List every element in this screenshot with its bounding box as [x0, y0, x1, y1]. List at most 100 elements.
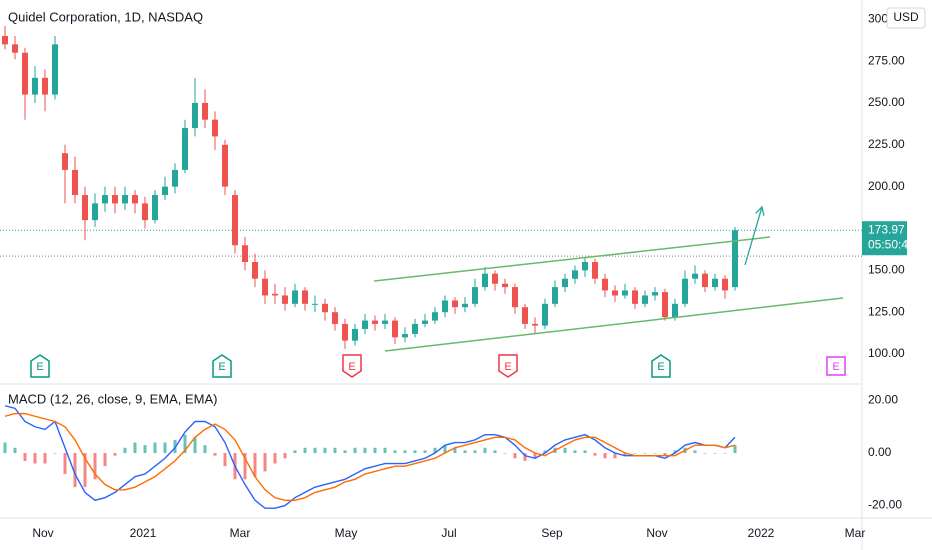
candle-body [502, 283, 508, 288]
candle-body [352, 328, 358, 341]
candle-body [482, 273, 488, 288]
earnings-label: E [504, 361, 511, 373]
chart-title: Quidel Corporation, 1D, NASDAQ [8, 9, 203, 24]
y-tick-label: 20.00 [868, 393, 898, 407]
histogram-bar [173, 439, 177, 454]
histogram-bar [713, 453, 717, 454]
histogram-bar [163, 442, 167, 454]
candle-body [92, 203, 98, 221]
candle-body [242, 245, 248, 262]
trend-line [384, 297, 844, 352]
histogram-bar [203, 445, 207, 454]
histogram-bar [183, 434, 187, 454]
candle-body [642, 295, 648, 304]
earnings-label: E [832, 361, 839, 373]
candle-body [82, 195, 88, 221]
candle-body [682, 278, 688, 304]
histogram-bar [333, 447, 337, 454]
histogram-bar [223, 453, 227, 467]
candle-body [112, 195, 118, 204]
histogram-bar [453, 447, 457, 454]
y-tick-label: 125.00 [868, 304, 905, 318]
candle-body [62, 153, 68, 170]
candle-body [202, 102, 208, 120]
histogram-bar [373, 447, 377, 454]
histogram-bar [463, 450, 467, 454]
candle-body [712, 278, 718, 288]
histogram-bar [113, 453, 117, 456]
histogram-bar [653, 453, 657, 454]
histogram-bar [593, 453, 597, 456]
histogram-bar [143, 445, 147, 454]
candle-body [402, 333, 408, 338]
candle-body [512, 287, 518, 308]
earnings-marker [498, 354, 518, 378]
candle-body [382, 320, 388, 324]
x-tick-label: Mar [230, 526, 251, 540]
histogram-bar [513, 453, 517, 459]
candle-body [572, 270, 578, 279]
candle-body [312, 303, 318, 305]
histogram-bar [73, 453, 77, 488]
histogram-bar [693, 450, 697, 454]
candle-body [262, 278, 268, 296]
candle-body [592, 261, 598, 279]
candle-body [42, 77, 48, 95]
x-tick-label: Sep [541, 526, 563, 540]
candle-body [442, 300, 448, 313]
arrow-head [755, 205, 765, 216]
histogram-bar [363, 447, 367, 454]
histogram-bar [63, 453, 67, 475]
candle-body [342, 323, 348, 341]
candle-body [172, 169, 178, 187]
candle-body [612, 290, 618, 296]
y-tick-label: 225.00 [868, 137, 905, 151]
last-price-label: 173.97 [868, 222, 905, 236]
histogram-bar [443, 445, 447, 454]
candle-body [392, 320, 398, 338]
histogram-bar [563, 447, 567, 454]
histogram-bar [33, 453, 37, 464]
histogram-bar [673, 450, 677, 454]
candle-body [562, 278, 568, 288]
histogram-bar [533, 453, 537, 459]
histogram-bar [393, 450, 397, 454]
earnings-marker [212, 354, 232, 378]
histogram-bar [83, 453, 87, 488]
histogram-bar [413, 450, 417, 454]
histogram-bar [633, 453, 637, 454]
histogram-bar [293, 450, 297, 454]
candle-body [412, 323, 418, 334]
histogram-bar [623, 453, 627, 456]
candle-body [732, 230, 738, 288]
histogram-bar [573, 450, 577, 454]
candle-body [722, 278, 728, 291]
histogram-bar [123, 447, 127, 454]
candle-body [432, 312, 438, 321]
x-tick-label: 2022 [748, 526, 775, 540]
earnings-marker [826, 356, 846, 376]
histogram-bar [313, 447, 317, 454]
candle-body [632, 290, 638, 304]
histogram-bar [503, 453, 507, 454]
currency-label: USD [893, 10, 919, 24]
candle-body [292, 290, 298, 304]
candle-body [132, 195, 138, 204]
histogram-bar [483, 447, 487, 454]
histogram-bar [403, 450, 407, 454]
earnings-marker [651, 354, 671, 378]
y-tick-label: 250.00 [868, 95, 905, 109]
candle-body [272, 293, 278, 296]
candle-body [492, 273, 498, 284]
candle-body [672, 303, 678, 318]
histogram-bar [723, 453, 727, 454]
candle-body [332, 312, 338, 324]
y-tick-label: 200.00 [868, 179, 905, 193]
candle-body [552, 287, 558, 304]
x-tick-label: Jul [441, 526, 456, 540]
candle-body [472, 287, 478, 304]
candle-body [452, 300, 458, 308]
histogram-bar [353, 447, 357, 454]
candle-body [622, 290, 628, 296]
